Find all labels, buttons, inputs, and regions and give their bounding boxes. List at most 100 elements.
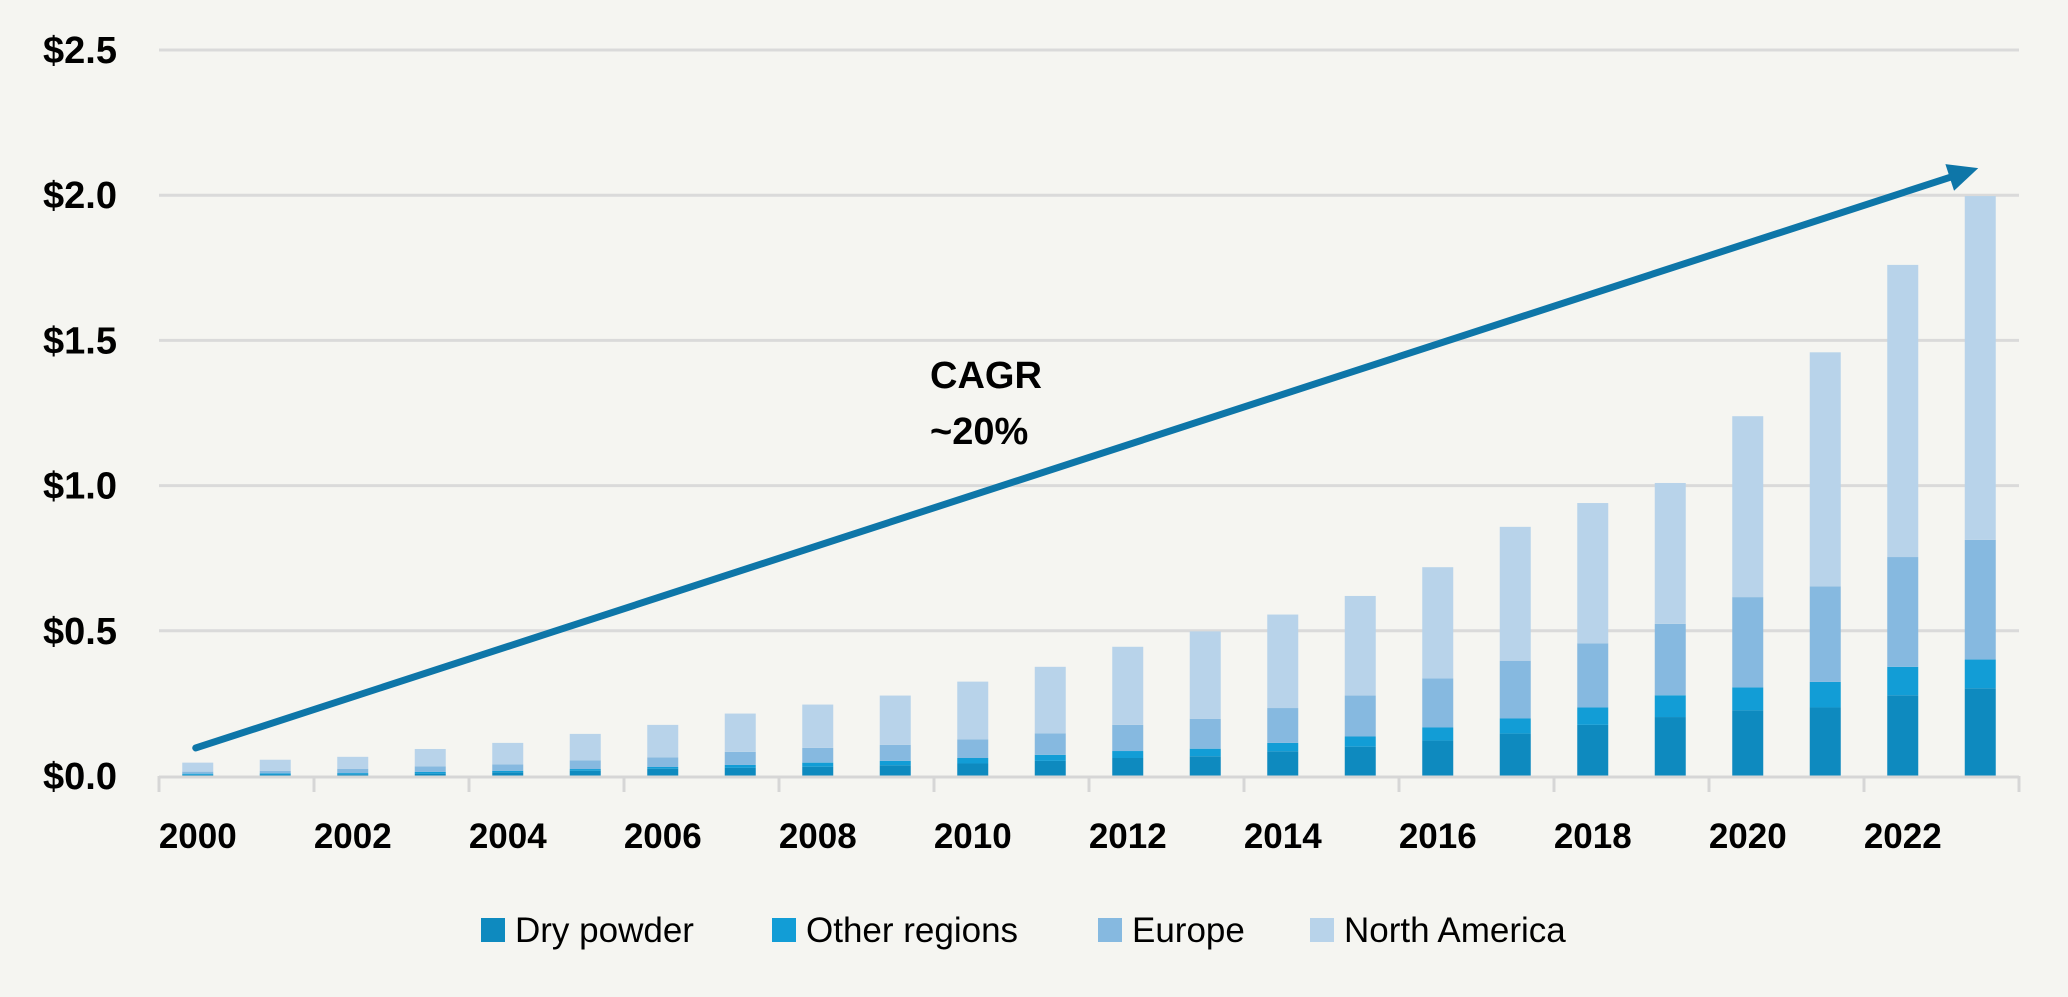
legend-swatch bbox=[481, 918, 505, 942]
y-tick-label: $2.5 bbox=[43, 30, 117, 72]
x-tick-label: 2002 bbox=[314, 817, 392, 856]
bar-segment-north-america bbox=[1344, 595, 1376, 696]
cagr-annotation-line-1: CAGR bbox=[930, 355, 1042, 397]
bar-segment-north-america bbox=[647, 724, 679, 758]
x-tick-label: 2020 bbox=[1709, 817, 1787, 856]
legend: Dry powder Other regions Europe North Ameri… bbox=[481, 911, 1566, 950]
bar-segment-europe bbox=[1577, 643, 1609, 708]
bar-stack-2009 bbox=[879, 695, 911, 776]
y-tick-label: $0.0 bbox=[43, 756, 117, 798]
y-axis-tick-labels: $0.0 $0.5 $1.0 $1.5 $2.0 $2.5 bbox=[43, 30, 117, 798]
bar-segment-other-regions bbox=[802, 762, 834, 767]
bar-segment-north-america bbox=[1577, 503, 1609, 644]
bar-segment-dry-powder bbox=[802, 766, 834, 776]
bar-segment-north-america bbox=[1732, 416, 1764, 598]
x-axis-tick-labels: 2000 2002 2004 2006 2008 2010 2012 2014 2016 2018… bbox=[159, 817, 1942, 856]
bar-segment-north-america bbox=[569, 733, 601, 761]
bar-segment-europe bbox=[414, 766, 446, 772]
bar-segment-other-regions bbox=[182, 773, 214, 775]
bar-segment-dry-powder bbox=[1809, 707, 1841, 776]
bar-segment-north-america bbox=[724, 713, 756, 752]
bar-segment-other-regions bbox=[1189, 748, 1221, 757]
x-tick-label: 2022 bbox=[1864, 817, 1942, 856]
bar-segment-north-america bbox=[1964, 196, 1996, 540]
bar-segment-europe bbox=[1499, 660, 1531, 719]
bar-segment-dry-powder bbox=[569, 770, 601, 776]
bar-segment-other-regions bbox=[1577, 707, 1609, 725]
trend-arrowhead-icon bbox=[1945, 164, 1979, 191]
bar-segment-other-regions bbox=[414, 771, 446, 774]
bar-segment-north-america bbox=[259, 759, 291, 771]
bar-segment-europe bbox=[957, 739, 989, 758]
bar-segment-other-regions bbox=[724, 764, 756, 768]
bar-segment-other-regions bbox=[337, 773, 369, 775]
bar-segment-other-regions bbox=[1654, 695, 1686, 718]
bar-segment-europe bbox=[802, 747, 834, 763]
bar-segment-north-america bbox=[957, 681, 989, 740]
legend-item-north-america: North America bbox=[1310, 911, 1566, 950]
bar-segment-other-regions bbox=[1732, 687, 1764, 711]
bar-segment-europe bbox=[1112, 724, 1144, 752]
x-tick-label: 2008 bbox=[779, 817, 857, 856]
bar-stack-2014 bbox=[1267, 614, 1299, 776]
bar-segment-europe bbox=[1422, 678, 1454, 728]
bar-segment-europe bbox=[337, 768, 369, 774]
bar-segment-other-regions bbox=[957, 757, 989, 764]
x-tick-label: 2014 bbox=[1244, 817, 1322, 856]
bar-segment-dry-powder bbox=[1964, 688, 1996, 776]
legend-item-other-regions: Other regions bbox=[772, 911, 1018, 950]
bar-stack-2006 bbox=[647, 724, 679, 776]
y-tick-label: $0.5 bbox=[43, 611, 117, 653]
bar-stack-2021 bbox=[1809, 352, 1841, 776]
bar-segment-dry-powder bbox=[1034, 760, 1066, 776]
x-tick-label: 2006 bbox=[624, 817, 702, 856]
bar-segment-north-america bbox=[492, 742, 524, 765]
legend-label: Europe bbox=[1132, 911, 1245, 950]
bar-stack-2015 bbox=[1344, 595, 1376, 776]
bar-segment-europe bbox=[1189, 718, 1221, 749]
gridlines bbox=[159, 48, 2019, 633]
bar-segment-north-america bbox=[802, 704, 834, 748]
bar-stack-2008 bbox=[802, 704, 834, 776]
bar-segment-north-america bbox=[182, 762, 214, 772]
bar-segment-north-america bbox=[1189, 631, 1221, 719]
legend-label: Dry powder bbox=[515, 911, 694, 950]
bar-segment-other-regions bbox=[1344, 736, 1376, 747]
bar-segment-other-regions bbox=[1887, 666, 1919, 696]
x-tick-label: 2016 bbox=[1399, 817, 1477, 856]
bar-stack-2020 bbox=[1732, 416, 1764, 776]
bar-segment-europe bbox=[647, 757, 679, 767]
bar-stack-2023 bbox=[1964, 196, 1996, 776]
bar-segment-other-regions bbox=[1809, 681, 1841, 708]
bar-segment-europe bbox=[1344, 695, 1376, 737]
bar-segment-dry-powder bbox=[1344, 746, 1376, 776]
bar-segment-europe bbox=[1964, 539, 1996, 660]
bar-stack-2018 bbox=[1577, 503, 1609, 776]
bar-stack-2019 bbox=[1654, 482, 1686, 776]
cagr-annotation: CAGR ~20% bbox=[930, 355, 1042, 453]
legend-swatch bbox=[772, 918, 796, 942]
bar-segment-other-regions bbox=[1267, 742, 1299, 752]
bar-segment-other-regions bbox=[647, 766, 679, 769]
bar-segment-north-america bbox=[337, 756, 369, 769]
bar-segment-dry-powder bbox=[1499, 733, 1531, 776]
bar-segment-north-america bbox=[1112, 646, 1144, 725]
y-tick-label: $2.0 bbox=[43, 175, 117, 217]
bar-stack-2002 bbox=[337, 756, 369, 776]
x-tick-label: 2000 bbox=[159, 817, 237, 856]
bar-segment-other-regions bbox=[1499, 718, 1531, 734]
bar-segment-other-regions bbox=[569, 769, 601, 771]
bar-segment-north-america bbox=[414, 748, 446, 767]
x-tick-label: 2004 bbox=[469, 817, 547, 856]
bar-segment-other-regions bbox=[879, 760, 911, 766]
legend-label: Other regions bbox=[806, 911, 1018, 950]
bar-segment-europe bbox=[1267, 708, 1299, 743]
bar-segment-dry-powder bbox=[1189, 756, 1221, 776]
bar-segment-other-regions bbox=[1964, 659, 1996, 689]
x-tick-label: 2018 bbox=[1554, 817, 1632, 856]
bar-segment-dry-powder bbox=[957, 763, 989, 776]
bar-segment-north-america bbox=[1887, 264, 1919, 558]
bar-segment-dry-powder bbox=[259, 774, 291, 776]
x-axis bbox=[157, 775, 2021, 792]
